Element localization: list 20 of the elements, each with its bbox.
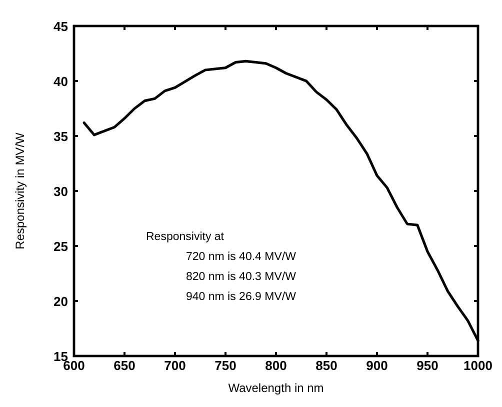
- y-tick-label: 25: [54, 239, 68, 254]
- annotation: 940 nm is 26.9 MV/W: [186, 291, 296, 303]
- x-tick-label: 700: [164, 358, 186, 373]
- x-tick-label: 850: [316, 358, 338, 373]
- x-tick-label: 800: [265, 358, 287, 373]
- x-tick-label: 650: [114, 358, 136, 373]
- x-tick-label: 900: [366, 358, 388, 373]
- y-tick-label: 40: [54, 74, 68, 89]
- x-tick-label: 750: [214, 358, 236, 373]
- annotation: Responsivity at: [146, 231, 225, 243]
- annotation: 820 nm is 40.3 MV/W: [186, 271, 296, 283]
- x-tick-label: 950: [416, 358, 438, 373]
- x-axis-title: Wavelength in nm: [228, 381, 324, 395]
- y-tick-label: 20: [54, 294, 68, 309]
- y-tick-label: 30: [54, 184, 68, 199]
- x-tick-label: 1000: [464, 358, 492, 373]
- y-axis-title: Responsivity in MV/W: [13, 132, 27, 250]
- annotation: 720 nm is 40.4 MV/W: [186, 251, 296, 263]
- y-tick-label: 35: [54, 129, 68, 144]
- y-tick-label: 45: [54, 19, 68, 34]
